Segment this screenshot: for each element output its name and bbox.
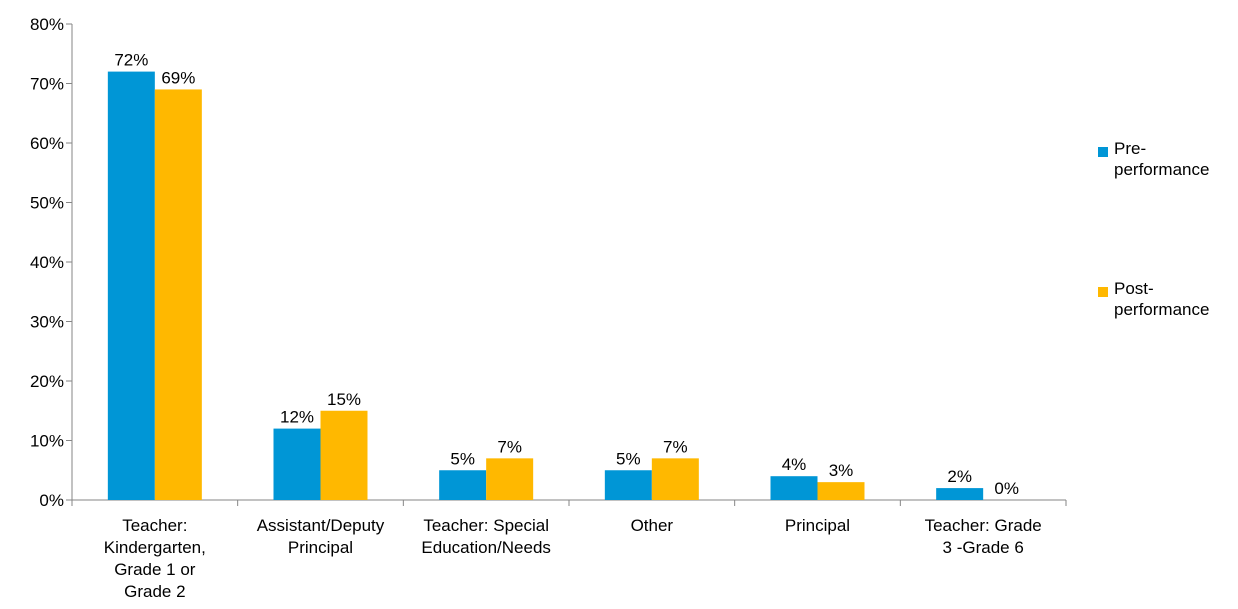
data-labels: 72% 69% 12% 15% 5% 7% 5% 7% 4% 3% 2% 0% — [114, 51, 1019, 498]
bar — [770, 476, 818, 500]
bar — [439, 470, 487, 500]
legend-swatch-pre-performance — [1098, 147, 1108, 157]
y-tick-label: 10% — [30, 432, 64, 451]
bar — [154, 89, 202, 500]
bar — [320, 410, 368, 500]
bar — [817, 482, 865, 500]
x-tick-label: Other — [631, 516, 674, 535]
data-label: 3% — [829, 461, 854, 480]
data-label: 7% — [497, 437, 522, 456]
x-tick-label: Principal — [785, 516, 850, 535]
bar — [486, 458, 534, 500]
data-label: 15% — [327, 390, 361, 409]
data-label: 0% — [994, 479, 1019, 498]
y-tick-label: 60% — [30, 134, 64, 153]
y-tick-label: 80% — [30, 15, 64, 34]
bar — [936, 488, 984, 500]
legend-label-post-performance: Post- performance — [1114, 278, 1234, 320]
data-label: 4% — [782, 455, 807, 474]
y-tick-label: 20% — [30, 372, 64, 391]
legend-swatch-post-performance — [1098, 287, 1108, 297]
y-tick-label: 70% — [30, 75, 64, 94]
x-tick-label: Grade 2 — [124, 582, 185, 601]
data-label: 5% — [616, 449, 641, 468]
x-tick-label: 3 -Grade 6 — [943, 538, 1024, 557]
axes — [66, 23, 1067, 506]
data-label: 12% — [280, 408, 314, 427]
x-tick-label: Assistant/Deputy — [257, 516, 385, 535]
legend-item-pre-performance: Pre- performance — [1098, 138, 1238, 278]
x-tick-label: Kindergarten, — [104, 538, 206, 557]
data-label: 2% — [947, 467, 972, 486]
data-label: 5% — [450, 449, 475, 468]
y-tick-label: 50% — [30, 194, 64, 213]
bar — [604, 470, 652, 500]
bar — [107, 71, 155, 500]
x-tick-label: Principal — [288, 538, 353, 557]
x-tick-label: Teacher: — [122, 516, 187, 535]
x-tick-label: Teacher: Grade — [925, 516, 1042, 535]
legend-label-line: performance — [1114, 300, 1210, 319]
legend-label-line: Post- — [1114, 279, 1154, 298]
x-tick-label: Education/Needs — [421, 538, 550, 557]
tick-labels: 0% 10% 20% 30% 40% 50% 60% 70% 80% Teacher: Kinder… — [30, 15, 1042, 601]
y-tick-label: 30% — [30, 313, 64, 332]
bar — [651, 458, 699, 500]
data-label: 72% — [114, 51, 148, 70]
legend-item-post-performance: Post- performance — [1098, 278, 1238, 418]
bar — [273, 428, 321, 500]
bars — [107, 71, 984, 500]
y-tick-label: 0% — [39, 491, 64, 510]
legend: Pre- performance Post- performance — [1098, 138, 1238, 418]
legend-label-line: Pre- — [1114, 139, 1147, 158]
x-tick-label: Grade 1 or — [114, 560, 196, 579]
y-tick-label: 40% — [30, 253, 64, 272]
data-label: 69% — [161, 68, 195, 87]
legend-label-line: performance — [1114, 160, 1210, 179]
legend-label-pre-performance: Pre- performance — [1114, 138, 1234, 180]
data-label: 7% — [663, 437, 688, 456]
x-tick-label: Teacher: Special — [423, 516, 549, 535]
